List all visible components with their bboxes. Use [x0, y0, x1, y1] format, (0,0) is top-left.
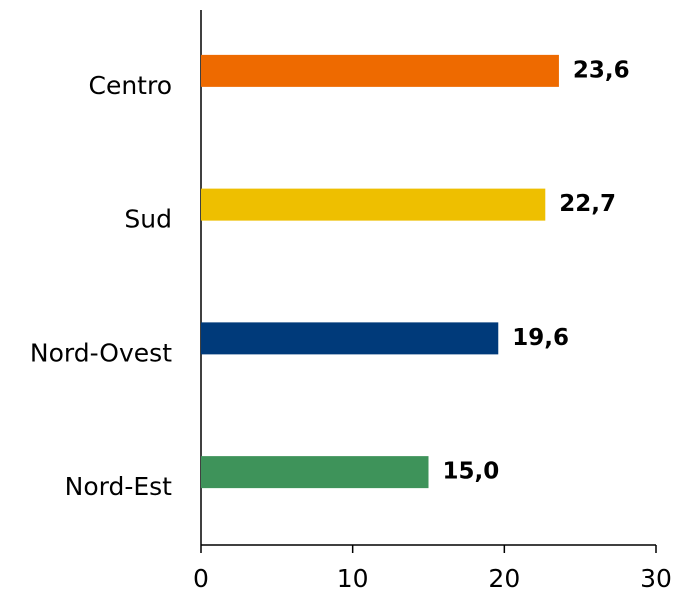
x-tick-label: 30	[640, 564, 672, 592]
x-tick-label: 10	[337, 564, 369, 592]
y-tick-label: Sud	[124, 205, 172, 234]
y-tick-label: Centro	[88, 71, 172, 100]
x-tick-label: 20	[488, 564, 520, 592]
bar	[201, 54, 559, 87]
value-label: 22,7	[559, 191, 616, 217]
value-label: 19,6	[512, 325, 569, 351]
value-label: 23,6	[573, 57, 630, 83]
x-tick-label: 0	[193, 564, 209, 592]
bar	[201, 456, 429, 489]
value-label: 15,0	[443, 459, 500, 485]
bar	[201, 188, 546, 221]
bar	[201, 322, 499, 355]
y-tick-label: Nord-Ovest	[30, 338, 172, 367]
y-tick-label: Nord-Est	[65, 472, 173, 501]
